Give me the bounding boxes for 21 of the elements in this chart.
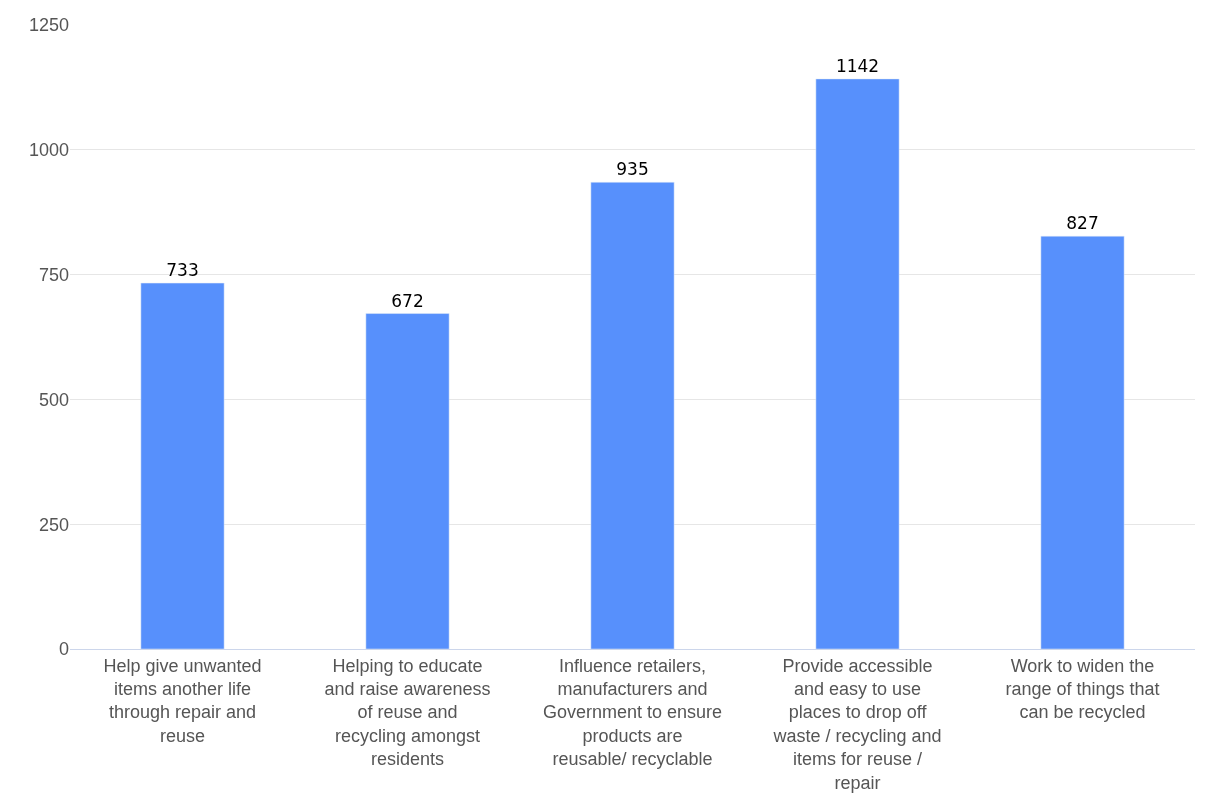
y-tick-label: 750 (38, 264, 69, 285)
data-label: 1142 (835, 55, 880, 76)
bar (1040, 235, 1125, 649)
data-label: 935 (616, 159, 649, 180)
x-tick-label: Work to widen the range of things that can be recycled (1005, 655, 1160, 723)
data-label: 827 (1066, 213, 1099, 234)
x-tick-label: Provide accessible and easy to use places to drop off waste / recycling and items for reuse / repair (772, 655, 942, 793)
bar (590, 182, 675, 649)
bar (815, 78, 900, 649)
y-tick-label: 500 (38, 389, 69, 410)
data-label: 672 (391, 290, 424, 311)
bar (365, 313, 450, 649)
x-tick-label: Influence retailers, manufacturers and Government to ensure products are reusable/ recyclable (542, 655, 723, 770)
bar (140, 282, 225, 649)
y-tick-label: 1000 (28, 140, 69, 161)
x-tick-label: Helping to educate and raise awareness of reuse and recycling amongst residents (324, 655, 491, 770)
y-tick-label: 250 (38, 514, 69, 535)
x-tick-label: Help give unwanted items another life through repair and reuse (103, 655, 262, 746)
data-label: 733 (166, 260, 199, 281)
y-tick-label: 1250 (28, 15, 69, 36)
y-tick-label: 0 (58, 639, 69, 660)
